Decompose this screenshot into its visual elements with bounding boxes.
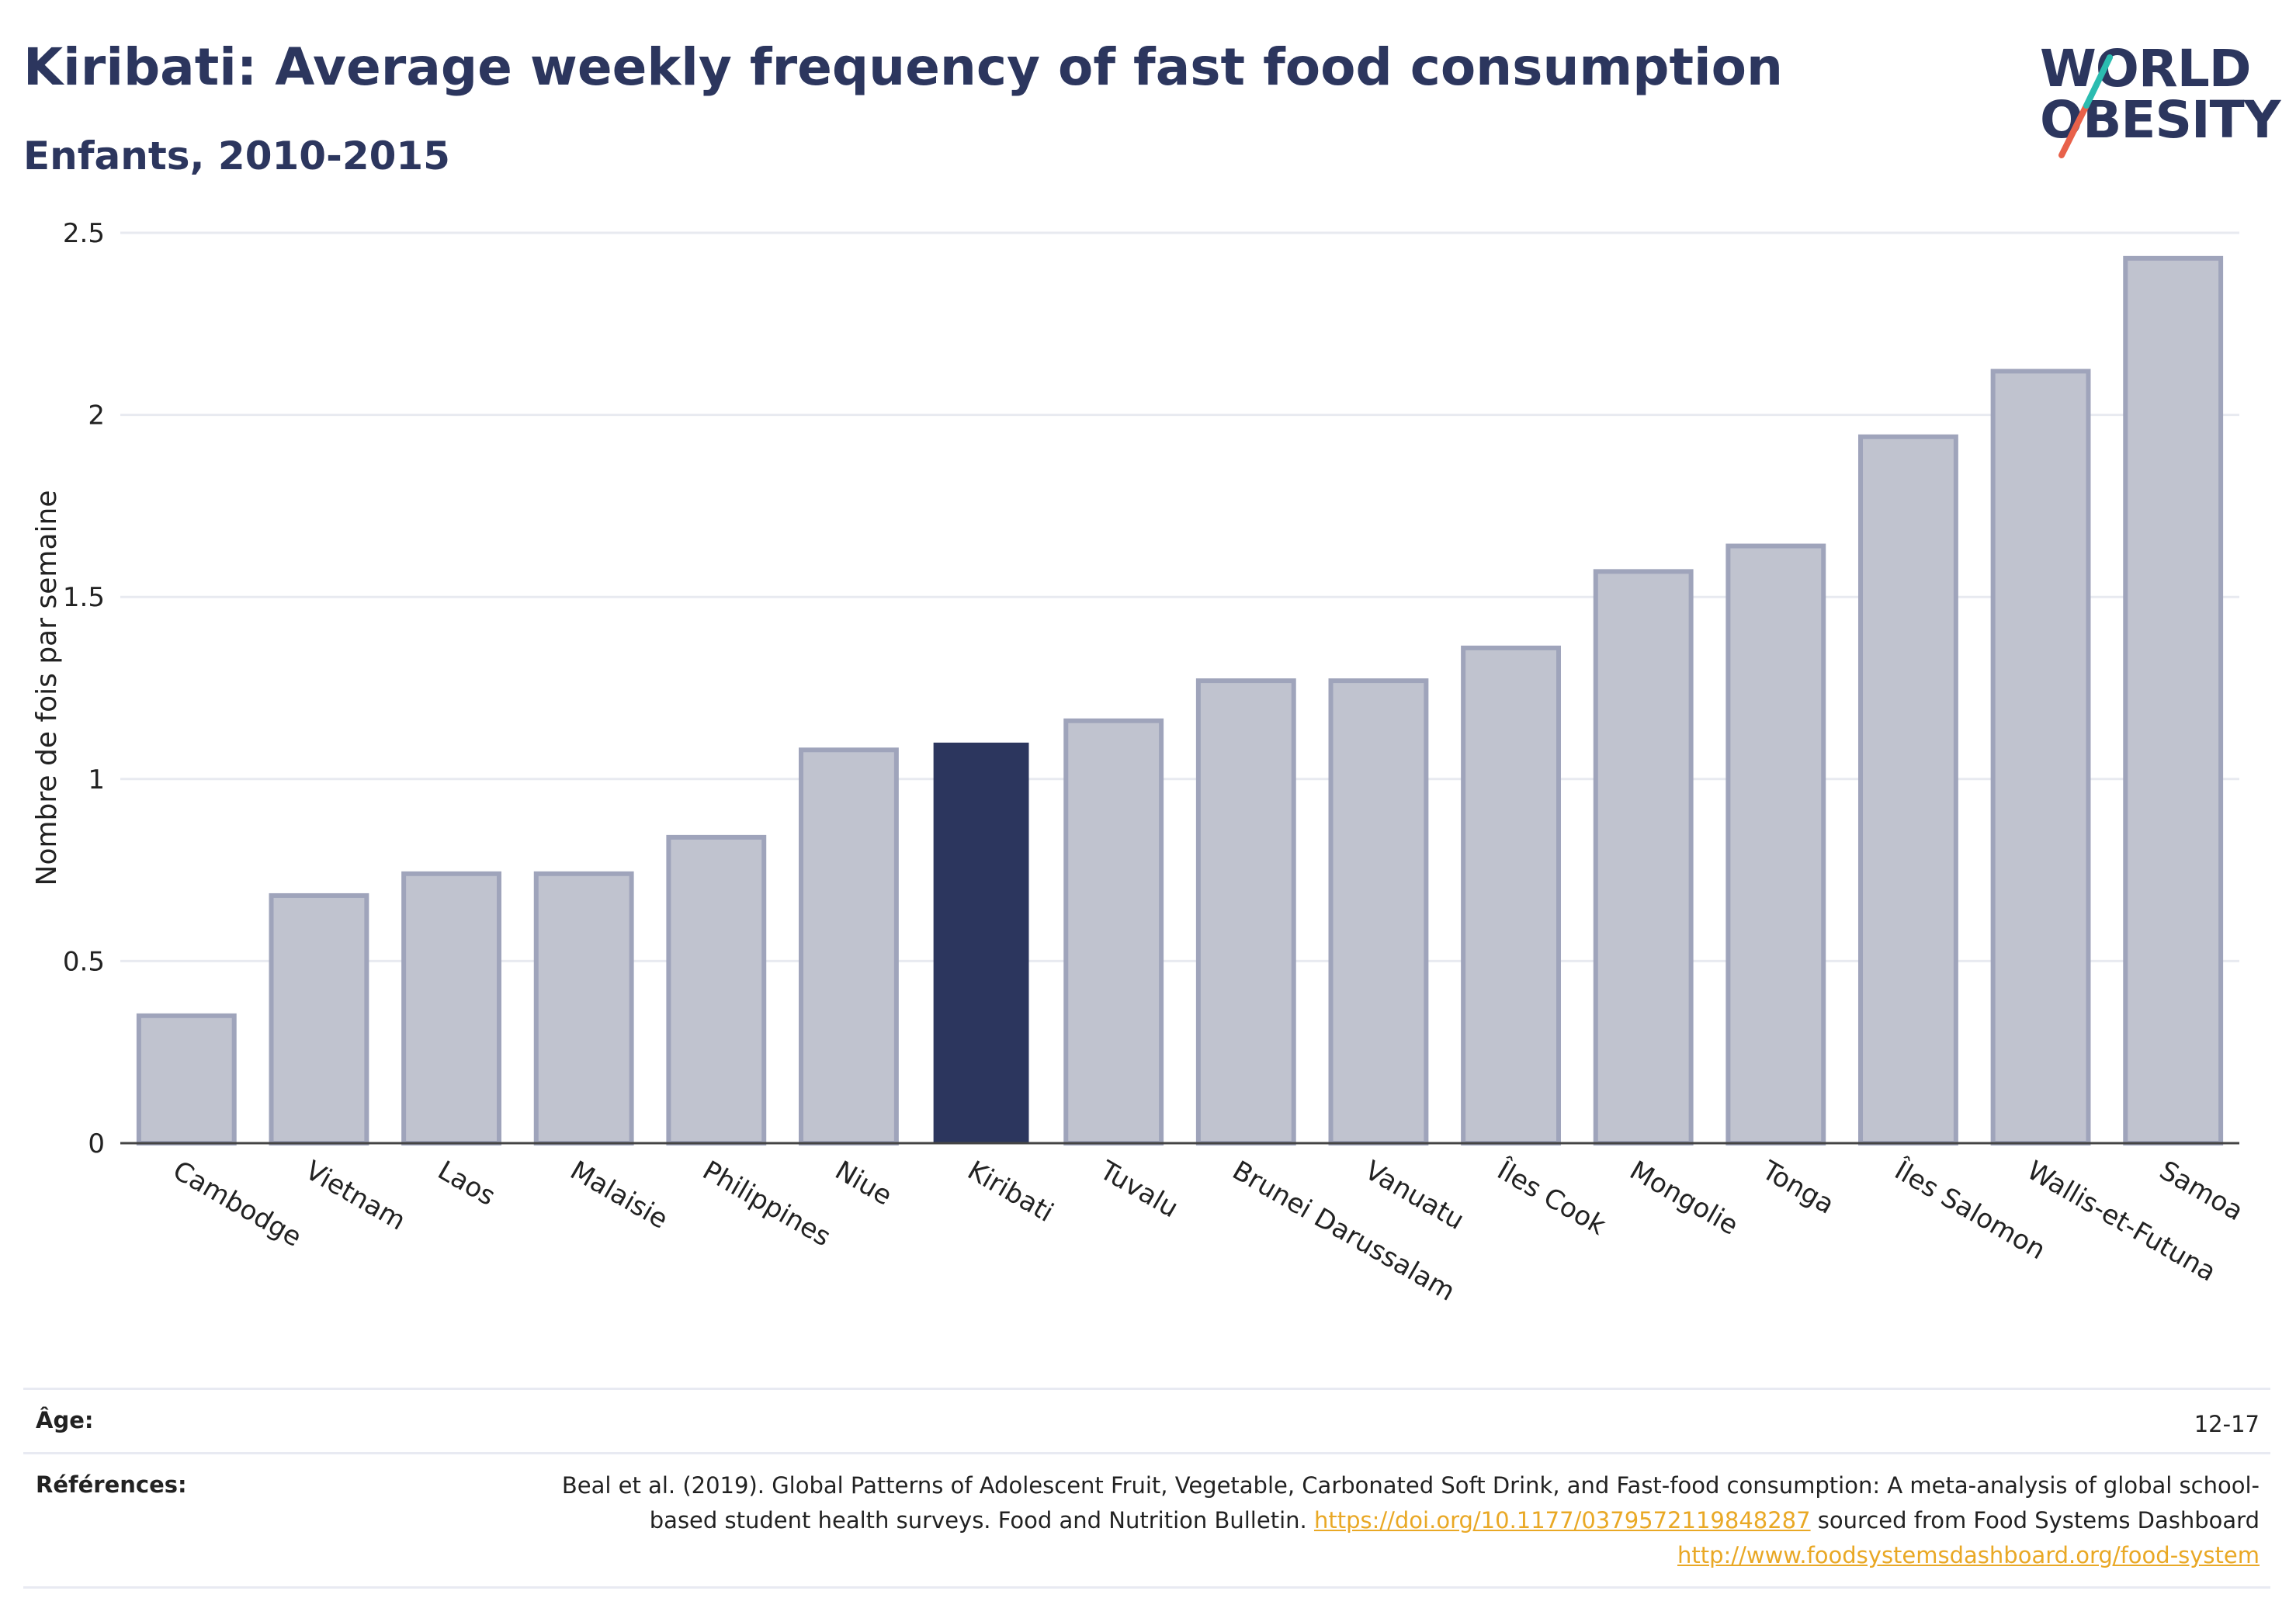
- logo-text-world: WORLD: [2040, 39, 2252, 99]
- bar-vietnam[interactable]: [269, 892, 369, 1145]
- x-tick-label: Mongolie: [1625, 1155, 1743, 1242]
- x-tick-label: Brunei Darussalam: [1227, 1155, 1460, 1308]
- y-tick-label: 2.5: [63, 218, 105, 249]
- bar-philippines[interactable]: [666, 834, 767, 1145]
- reference-source-text: sourced from Food Systems Dashboard: [1817, 1507, 2260, 1534]
- logo-slash-icon: [2058, 54, 2113, 158]
- x-tick-label: Niue: [830, 1155, 897, 1211]
- y-tick-label: 0.5: [63, 946, 105, 977]
- y-tick-label: 2: [88, 400, 105, 431]
- metadata-row-age: Âge: 12-17: [23, 1390, 2270, 1454]
- bar-niue[interactable]: [799, 747, 899, 1145]
- references-value: Beal et al. (2019). Global Patterns of A…: [552, 1468, 2260, 1573]
- x-tick-label: Malaisie: [565, 1155, 673, 1236]
- x-tick-label: Vanuatu: [1359, 1155, 1469, 1236]
- dashboard-link[interactable]: http://www.foodsystemsdashboard.org/food…: [1677, 1542, 2260, 1568]
- age-label: Âge:: [36, 1407, 94, 1433]
- bar-cambodge[interactable]: [136, 1013, 237, 1146]
- world-obesity-logo[interactable]: WORLD OBESITY: [2018, 31, 2282, 171]
- doi-link[interactable]: https://doi.org/10.1177/0379572119848287: [1313, 1507, 1811, 1534]
- logo-slash-upper: [2083, 54, 2113, 109]
- chart-title: Kiribati: Average weekly frequency of fa…: [23, 37, 1783, 97]
- logo-slash-lower: [2058, 102, 2090, 158]
- bar-samoa[interactable]: [2123, 255, 2224, 1146]
- reference-text: Beal et al. (2019). Global Patterns of A…: [561, 1472, 2260, 1534]
- age-value: 12-17: [2194, 1411, 2260, 1437]
- metadata-row-references: Références: Beal et al. (2019). Global P…: [23, 1454, 2270, 1589]
- bar-mongolie[interactable]: [1593, 569, 1694, 1145]
- x-tick-label: Tuvalu: [1094, 1155, 1183, 1225]
- bar-vanuatu[interactable]: [1328, 678, 1429, 1145]
- bar--les-cook[interactable]: [1461, 645, 1561, 1145]
- y-axis-title: Nombre de fois par semaine: [31, 490, 63, 886]
- bar--les-salomon[interactable]: [1858, 434, 1958, 1145]
- x-tick-label: Cambodge: [168, 1155, 307, 1253]
- bar-malaisie[interactable]: [533, 871, 634, 1145]
- y-tick-label: 0: [88, 1128, 105, 1159]
- bar-wallis-et-futuna[interactable]: [1990, 369, 2091, 1145]
- bar-laos[interactable]: [401, 871, 501, 1145]
- x-tick-label: Samoa: [2154, 1155, 2248, 1227]
- x-tick-label: Îles Salomon: [1888, 1154, 2051, 1267]
- bar-tonga[interactable]: [1725, 543, 1826, 1145]
- y-tick-label: 1.5: [63, 582, 105, 613]
- x-tick-label: Îles Cook: [1491, 1154, 1611, 1242]
- x-tick-label: Tonga: [1756, 1155, 1839, 1221]
- y-axis-ticks: 0 0.5 1 1.5 2 2.5: [63, 218, 105, 1159]
- x-tick-label: Kiribati: [962, 1155, 1059, 1229]
- chart-subtitle: Enfants, 2010-2015: [23, 133, 450, 178]
- bar-kiribati[interactable]: [933, 742, 1029, 1143]
- metadata-table: Âge: 12-17 Références: Beal et al. (2019…: [23, 1388, 2270, 1589]
- chart-bars: [136, 255, 2224, 1146]
- bar-tuvalu[interactable]: [1063, 718, 1164, 1145]
- references-label: Références:: [36, 1471, 187, 1498]
- x-tick-label: Philippines: [697, 1155, 836, 1253]
- bar-brunei-darussalam[interactable]: [1195, 678, 1296, 1145]
- x-tick-label: Vietnam: [300, 1155, 411, 1237]
- x-tick-label: Laos: [432, 1155, 501, 1212]
- y-tick-label: 1: [88, 764, 105, 795]
